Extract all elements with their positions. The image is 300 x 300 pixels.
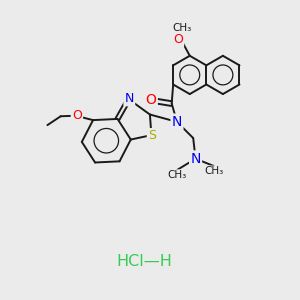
Text: N: N xyxy=(124,92,134,105)
Text: O: O xyxy=(146,93,157,107)
Text: methoxy: methoxy xyxy=(178,22,184,23)
Text: O: O xyxy=(72,109,82,122)
Text: O: O xyxy=(173,33,183,46)
Text: CH₃: CH₃ xyxy=(167,170,186,180)
Text: N: N xyxy=(190,152,201,166)
Text: HCl—H: HCl—H xyxy=(116,254,172,269)
Text: methoxy: methoxy xyxy=(182,22,188,24)
Text: CH₃: CH₃ xyxy=(205,166,224,176)
Text: S: S xyxy=(148,129,156,142)
Text: N: N xyxy=(172,115,182,129)
Text: CH₃: CH₃ xyxy=(172,22,191,32)
